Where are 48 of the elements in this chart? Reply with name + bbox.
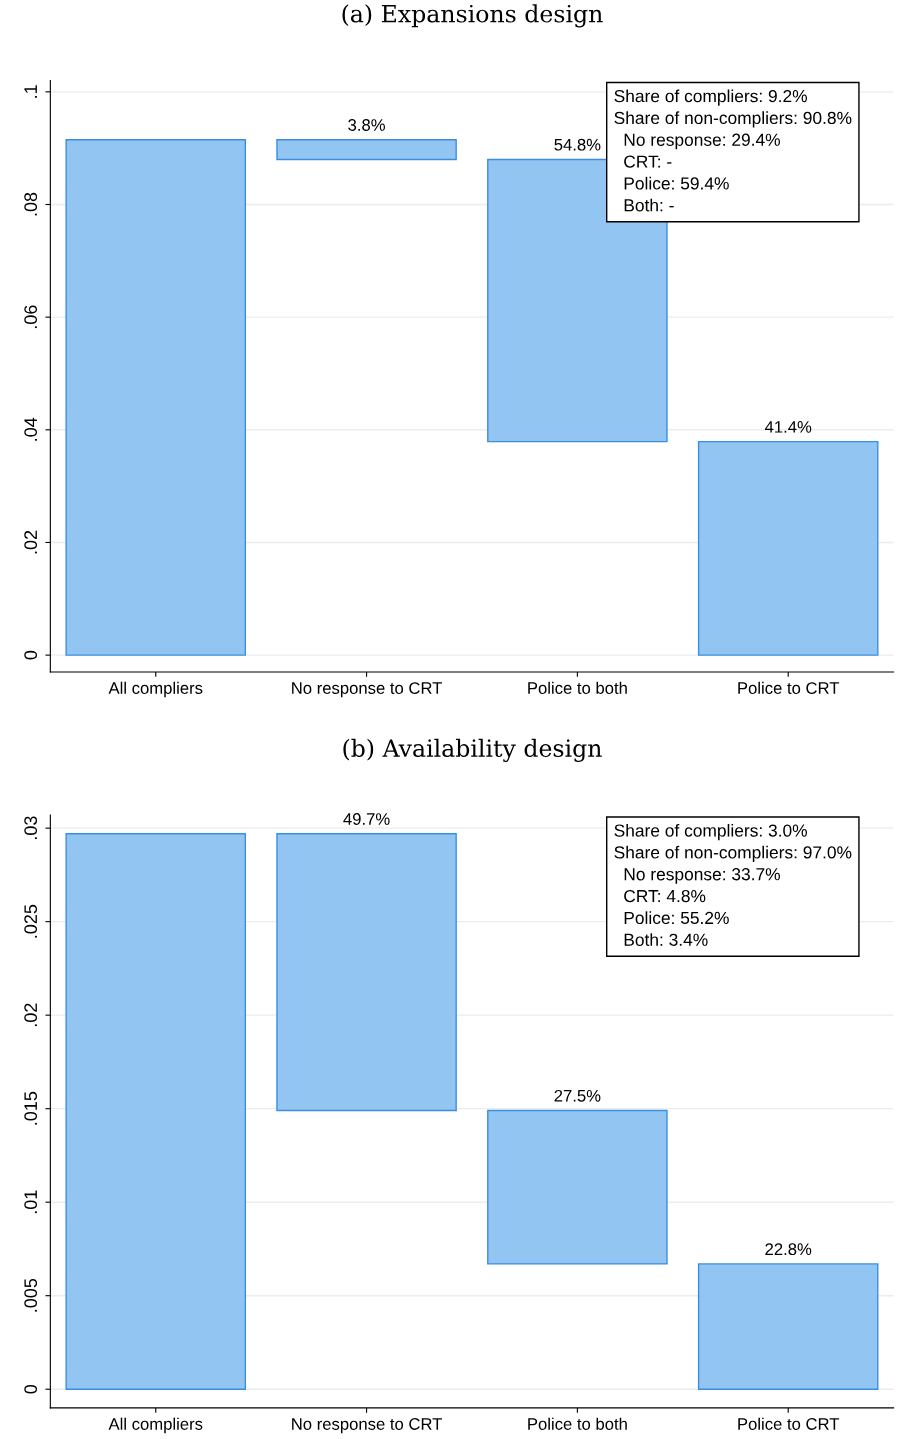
annotation: 41.4%: [764, 421, 812, 433]
annotation: 49.7%: [343, 813, 390, 825]
y-tick-label: .08: [24, 192, 38, 216]
bar: [487, 1109, 668, 1265]
y-tick-label: 0: [24, 650, 38, 660]
y-tick-label: .06: [24, 305, 38, 329]
chart-title: (a) Expansions design: [342, 4, 603, 28]
y-tick-label: .01: [24, 1190, 38, 1214]
y-tick-label: .025: [24, 904, 38, 938]
y-tick-label: .015: [24, 1091, 38, 1125]
bar: [276, 833, 457, 1112]
annotation: Share of compliers: 9.2%: [614, 89, 807, 106]
y-tick-label: .02: [24, 1003, 38, 1027]
annotation: No response: 29.4%: [624, 133, 780, 150]
y-tick-label: .04: [24, 417, 38, 441]
y-tick-label: .005: [24, 1278, 38, 1312]
bar: [697, 1263, 879, 1390]
annotation: 54.8%: [554, 138, 601, 151]
y-tick-label: 0: [24, 1384, 38, 1394]
x-tick-label: Police to both: [528, 1417, 627, 1430]
y-tick-label: .02: [24, 530, 38, 554]
x-tick-label: All compliers: [108, 1417, 203, 1434]
annotation: CRT: 4.8%: [624, 889, 706, 903]
bar: [65, 139, 247, 656]
annotation: 22.8%: [765, 1243, 812, 1256]
y-tick-label: .1: [24, 85, 37, 98]
annotation: CRT: -: [624, 155, 672, 168]
bar: [65, 833, 247, 1390]
chart-title: (b) Availability design: [343, 738, 602, 762]
x-tick-label: All compliers: [108, 681, 203, 698]
bar: [697, 440, 879, 656]
annotation: 27.5%: [554, 1089, 601, 1102]
annotation: Police: 59.4%: [624, 176, 729, 190]
x-tick-label: Police to CRT: [738, 681, 840, 694]
x-tick-label: Police to both: [528, 681, 627, 694]
annotation: 3.8%: [348, 119, 385, 131]
annotation: No response: 33.7%: [624, 868, 780, 884]
y-tick-label: .03: [24, 816, 38, 840]
x-tick-label: No response to CRT: [292, 682, 442, 698]
annotation: Share of non-compliers: 97.0%: [614, 845, 852, 862]
annotation: Share of non-compliers: 90.8%: [614, 111, 852, 128]
annotation: Share of compliers: 3.0%: [614, 823, 807, 841]
x-tick-label: No response to CRT: [292, 1418, 442, 1434]
annotation: Police: 55.2%: [624, 911, 729, 925]
bar: [276, 139, 457, 161]
annotation: Both: 3.4%: [624, 933, 708, 946]
annotation: Both: -: [624, 198, 674, 212]
x-tick-label: Police to CRT: [738, 1417, 840, 1430]
